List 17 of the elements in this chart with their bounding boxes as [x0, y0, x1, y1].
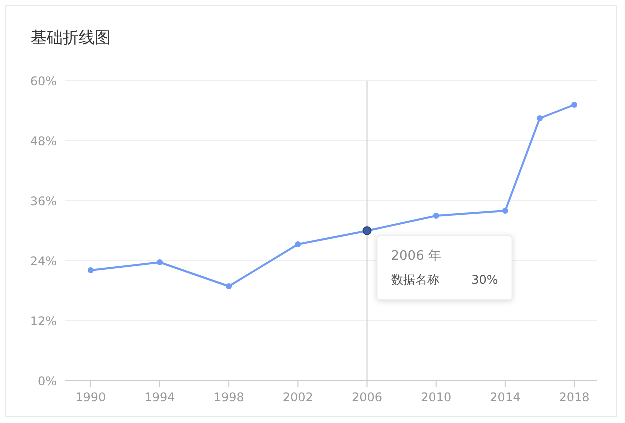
chart-title: 基础折线图	[31, 28, 111, 49]
x-tick-label: 2010	[421, 390, 452, 405]
x-tick-label: 1990	[76, 390, 106, 405]
y-tick-label: 60%	[30, 74, 57, 88]
y-tick-label: 24%	[30, 254, 57, 268]
y-tick-label: 0%	[38, 374, 57, 388]
x-tick-label: 2018	[559, 390, 590, 405]
x-tick-label: 1998	[214, 390, 244, 405]
x-tick-label: 2006	[352, 390, 383, 405]
y-tick-label: 12%	[30, 314, 57, 328]
annotation: 2006 年	[391, 249, 442, 264]
x-tick-label: 2014	[490, 390, 521, 405]
y-tick-label: 36%	[30, 194, 57, 208]
y-tick-label: 48%	[30, 134, 57, 148]
x-tick-label: 2002	[282, 390, 314, 405]
annotation: 30%	[472, 273, 498, 287]
x-tick-label: 1994	[144, 390, 176, 405]
